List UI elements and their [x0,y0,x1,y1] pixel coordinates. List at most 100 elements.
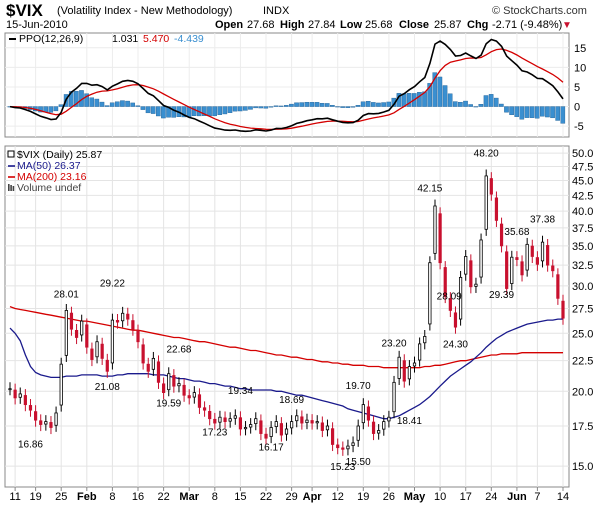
ppo-hist-bar [545,106,550,118]
price-annotation: 37.38 [530,215,555,226]
ppo-hist-bar [217,106,223,115]
candle-body [356,425,360,441]
candle-body [453,312,458,328]
ppo-hist-bar [345,106,351,108]
ppo-hist-bar [202,106,207,116]
ppo-line [9,38,564,133]
candle-body [69,312,74,330]
ppo-hist-bar [340,106,345,108]
candle-body [121,312,125,322]
candle-body [561,300,565,319]
x-tick-label: 15 [234,491,246,503]
price-annotation: 18.69 [279,395,304,406]
ppo-hist-bar [355,105,361,107]
price-annotation: 28.01 [54,290,79,301]
price-annotation: 15.23 [330,462,355,473]
candle-body [80,320,84,336]
ppo-hist-bar [324,103,330,107]
ppo-y-tick: 5 [574,82,580,94]
price-annotation: 19.70 [346,381,371,392]
ppo-label: PPO(12,26,9) [19,33,83,45]
ppo-hist-bar [284,105,289,107]
exchange-label: INDX [263,5,290,17]
candle-body [290,421,294,429]
ppo-hist-bar [406,93,412,107]
candle-body [74,329,79,338]
ppo-hist-bar [417,92,422,107]
price-y-tick: 50.0 [572,148,593,160]
ppo-hist-bar [350,106,356,108]
x-tick-label: 24 [485,491,497,503]
ppo-hist-bar [207,106,212,117]
ppo-hist-bar [304,101,310,107]
ppo-hist-bar [401,93,407,107]
candle-body [443,267,447,297]
x-tick-label: 16 [132,491,144,503]
candle-body [243,427,248,430]
ppo-hist-bar [447,93,453,107]
ma50-line [9,318,563,420]
candle-body [167,373,171,391]
price-y-tick: 20.0 [572,386,593,398]
x-tick-label: 8 [109,491,115,503]
candle-body [546,245,550,266]
candle-body [336,444,340,449]
ppo-hist-bar [191,106,197,116]
price-y-tick: 42.5 [572,190,593,202]
ppo-hist-bar [212,106,217,117]
price-annotation: 22.68 [166,345,191,356]
ppo-hist-bar [115,101,120,107]
price-annotation: 29.22 [100,279,125,290]
ticker-symbol: $VIX [6,1,44,20]
ppo-hist-bar [442,85,448,107]
ppo-hist-bar [273,105,279,107]
price-annotation: 19.59 [156,399,181,410]
ppo-hist-bar [130,102,135,107]
ppo-legend: PPO(12,26,9) 1.031 5.470 -4.439 [9,33,204,45]
high-value: 27.84 [308,19,336,31]
candle-body [44,421,48,425]
candle-body [223,417,227,422]
price-annotation: 24.30 [443,339,468,350]
x-tick-label: 11 [9,491,20,503]
candle-body [254,418,258,425]
ppo-hist-bar [222,106,228,115]
ppo-hist-bar [150,106,156,114]
ppo-hist-bar [534,106,540,119]
ppo-hist-bar [330,105,335,107]
ppo-histogram [7,72,566,124]
ppo-hist-bar [48,106,54,113]
candlesticks [8,169,565,456]
ppo-hist-bar [529,106,535,118]
price-y-tick: 30.0 [572,281,593,293]
x-tick-label: 19 [357,491,369,503]
candle-body [407,366,411,380]
ohlc-summary: Open 27.68 High 27.84 Low 25.68 Close 25… [215,19,572,31]
candle-body [49,422,53,428]
candle-body [18,393,22,398]
price-y-tick: 25.0 [572,328,593,340]
ppo-hist-bar [550,106,555,119]
candle-body [520,261,524,276]
price-grid [5,146,569,487]
candle-body [110,319,115,364]
candle-body [34,411,38,421]
x-tick-label: Jun [507,491,527,503]
ppo-hist-bar [468,104,473,107]
ppo-hist-bar [248,106,253,110]
candle-body [279,423,283,436]
ppo-panel-frame [4,32,570,138]
candle-body [418,343,422,361]
price-annotation: 16.86 [18,440,43,451]
legend-entry: $VIX (Daily) 25.87 [17,149,102,161]
candle-body [218,416,222,423]
price-y-tick: 35.0 [572,241,593,253]
price-y-tick: 40.0 [572,206,593,218]
candle-body [351,442,355,446]
ppo-hist-bar [314,102,320,107]
low-label: Low [340,19,362,31]
ppo-hist-bar [540,106,545,117]
candle-body [515,257,519,260]
candle-body [458,276,463,320]
x-tick-label: 19 [29,491,41,503]
